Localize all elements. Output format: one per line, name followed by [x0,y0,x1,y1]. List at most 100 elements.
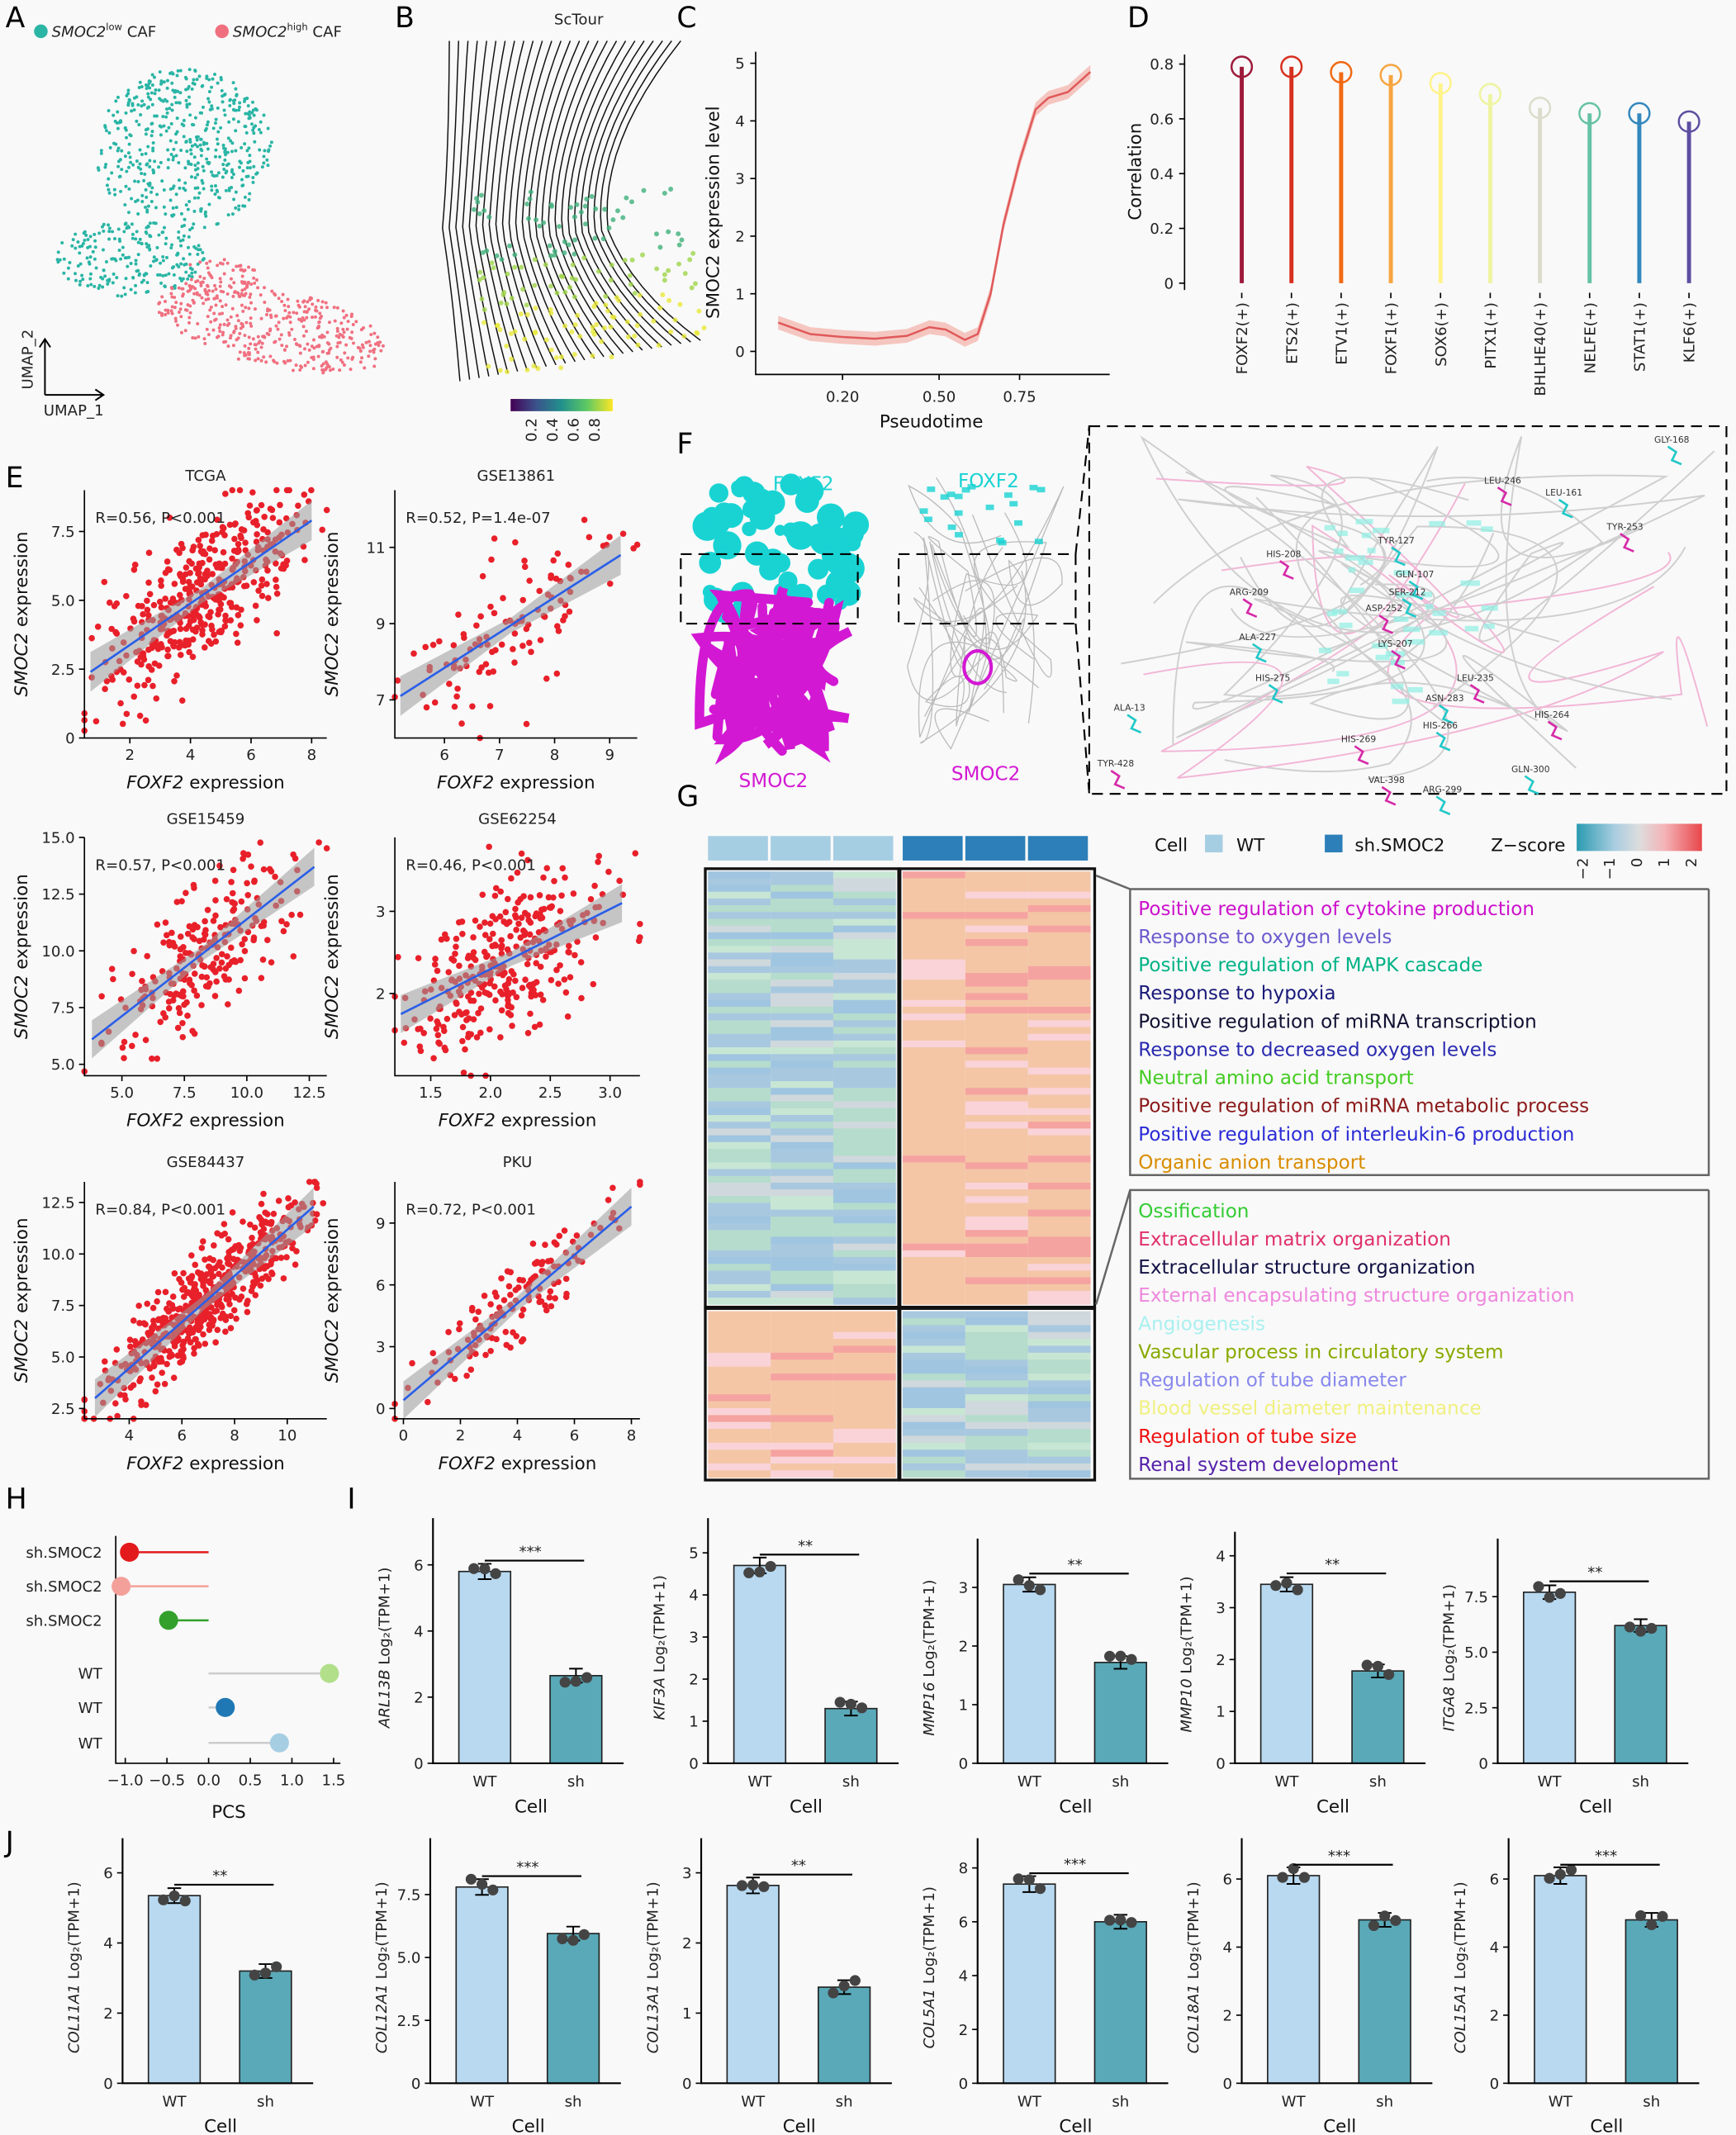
umap-point [169,152,173,156]
y-tick: 1 [1216,1704,1226,1721]
umap-point [273,339,277,344]
lollipop-head [1330,60,1353,84]
umap-point [150,73,154,77]
replicate-point [271,1961,282,1972]
umap-point [170,213,174,217]
heatmap-cell [832,1339,896,1346]
data-point [605,1197,612,1203]
umap-point [116,146,121,150]
data-point [290,851,296,858]
umap-point [140,85,144,88]
umap-point [177,311,181,315]
data-point [632,850,639,856]
sample-label: WT [78,1666,103,1683]
umap-point [226,344,230,349]
umap-point [333,319,337,323]
data-point [208,538,216,544]
data-point [185,578,192,586]
data-point [566,949,572,956]
umap-point [240,288,244,292]
cell-point [534,217,539,223]
category-label: ETS2(+) [1283,302,1301,364]
significance-stars: *** [1595,1848,1617,1865]
data-point [179,576,187,583]
heatmap-cell [708,1230,771,1237]
heatmap-cell [903,1345,965,1354]
umap-point [329,346,333,350]
replicate-point [754,1566,766,1578]
heatmap-cell [832,1122,896,1129]
cell-point [562,239,567,244]
heatmap-cell [832,1352,896,1360]
heatmap-cell [832,1230,896,1237]
heatmap-cell [903,1027,965,1035]
heatmap-cell [1027,1256,1091,1264]
data-point [246,502,254,509]
umap-point [272,358,276,363]
data-point [525,917,532,924]
data-point [605,868,612,875]
umap-point [288,358,292,363]
foxf2-helix [1481,526,1493,532]
umap-point [263,286,266,290]
data-point [164,646,171,653]
umap-point [320,300,325,304]
umap-point [259,293,263,297]
data-point [171,1343,178,1350]
go-term: Neutral amino acid transport [1138,1068,1414,1089]
umap-point [153,114,157,118]
y-tick: 2 [1216,1652,1226,1669]
y-tick: 9 [376,616,386,633]
umap-point [102,268,106,273]
data-point [528,1276,534,1283]
umap-point [157,233,161,237]
heatmap-cell [708,1380,771,1388]
data-point [188,1252,195,1259]
umap-point [187,235,191,239]
data-point [221,623,229,630]
data-point [192,1293,200,1300]
data-point [186,1324,193,1331]
umap-point [136,268,140,273]
residue-stick [1278,560,1294,580]
heatmap-cell [965,1141,1028,1150]
data-point [169,1293,177,1300]
data-point [526,639,533,647]
heatmap-cell [708,1094,771,1103]
umap-point [147,82,151,86]
heatmap-cell [1027,1074,1091,1082]
umap-point [266,164,270,168]
heatmap-cell [771,1243,833,1251]
heatmap-cell [1027,1435,1091,1444]
umap-point [203,341,207,345]
data-point [227,944,235,951]
umap-point [251,175,255,179]
cell-point [590,353,595,358]
umap-point [285,344,289,349]
umap-point [153,159,157,164]
cell-point [543,262,548,268]
data-point [112,1400,119,1407]
heatmap-cell [1027,1196,1091,1203]
data-point [258,582,265,589]
x-axis-label: FOXF2 expression [439,1454,597,1474]
heatmap-cell [832,1394,896,1402]
umap-point [118,239,122,243]
umap-point [325,330,330,334]
x-tick: 8 [307,747,317,764]
heatmap-cell [832,980,896,987]
heatmap-cell [771,946,833,953]
umap-point [102,248,105,252]
data-point [537,915,544,922]
heatmap-cell [832,972,896,980]
data-point [420,1029,428,1037]
data-point [263,1263,271,1269]
data-point [238,898,245,905]
umap-point [372,364,377,368]
cell-point [552,252,557,258]
umap-point [263,301,267,304]
y-tick: 6 [959,1914,969,1931]
regression-line [402,1205,633,1402]
umap-point [200,296,204,300]
data-point [555,980,562,987]
